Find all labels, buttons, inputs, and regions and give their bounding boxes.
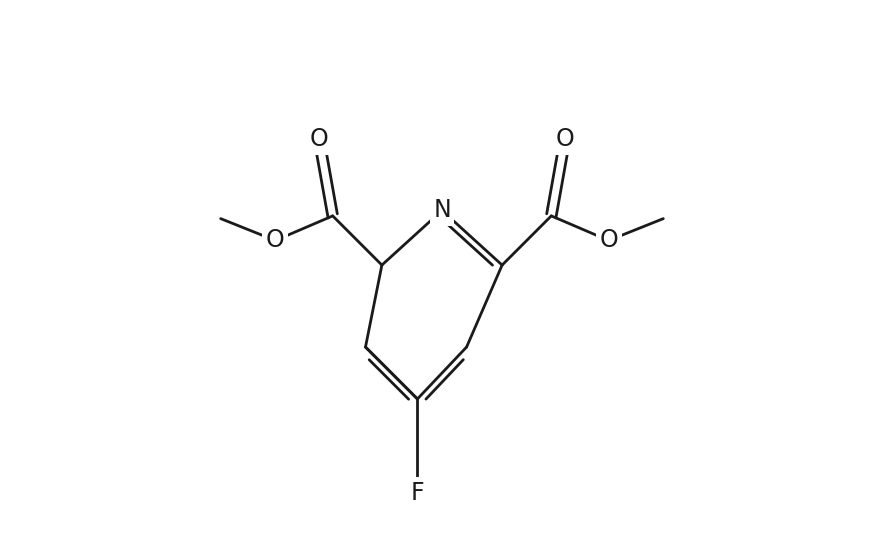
Text: F: F xyxy=(410,481,424,505)
Text: O: O xyxy=(309,128,329,151)
Text: O: O xyxy=(555,128,575,151)
Text: O: O xyxy=(599,229,618,252)
Text: N: N xyxy=(433,198,451,222)
Text: O: O xyxy=(266,229,285,252)
